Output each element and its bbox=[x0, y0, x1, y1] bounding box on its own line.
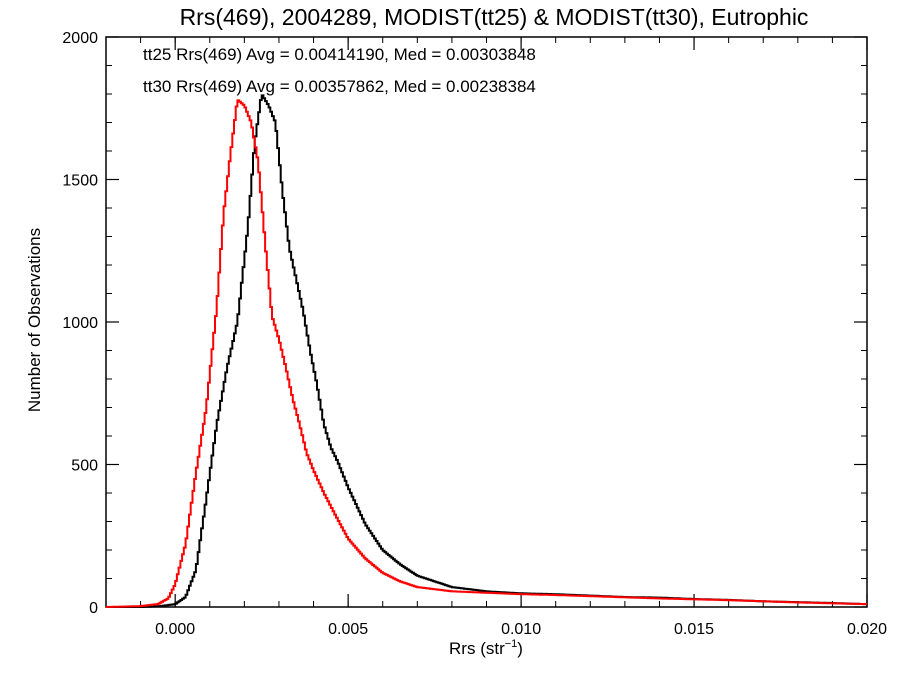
x-axis-label: Rrs (str−1) bbox=[449, 638, 523, 658]
x-axis-label-exponent: −1 bbox=[505, 638, 518, 650]
series-layer bbox=[106, 94, 867, 608]
x-tick-label: 0.010 bbox=[501, 621, 541, 638]
y-tick-label: 2000 bbox=[62, 30, 98, 47]
annotation-tt25: tt25 Rrs(469) Avg = 0.00414190, Med = 0.… bbox=[143, 45, 536, 64]
annotation-tt30: tt30 Rrs(469) Avg = 0.00357862, Med = 0.… bbox=[143, 77, 536, 96]
plot-frame bbox=[105, 36, 868, 608]
y-tick-label: 500 bbox=[71, 458, 98, 475]
x-tick-label: 0.005 bbox=[328, 621, 368, 638]
y-tick-label: 0 bbox=[89, 600, 98, 617]
x-axis-label-close: ) bbox=[517, 639, 523, 658]
y-tick-label: 1500 bbox=[62, 173, 98, 190]
y-axis-label: Number of Observations bbox=[25, 228, 44, 412]
chart-title: Rrs(469), 2004289, MODIST(tt25) & MODIST… bbox=[180, 4, 809, 30]
series-line-0 bbox=[106, 94, 867, 608]
series-line-1 bbox=[106, 99, 867, 608]
x-axis-label-main: Rrs (str bbox=[449, 639, 505, 658]
y-axis-ticks: 0 500 1000 1500 2000 bbox=[62, 30, 867, 617]
x-axis-ticks: 0.000 0.005 0.010 0.015 0.020 bbox=[105, 37, 887, 638]
x-tick-label: 0.020 bbox=[847, 621, 887, 638]
x-tick-label: 0.015 bbox=[674, 621, 714, 638]
y-tick-label: 1000 bbox=[62, 315, 98, 332]
x-tick-label: 0.000 bbox=[155, 621, 195, 638]
